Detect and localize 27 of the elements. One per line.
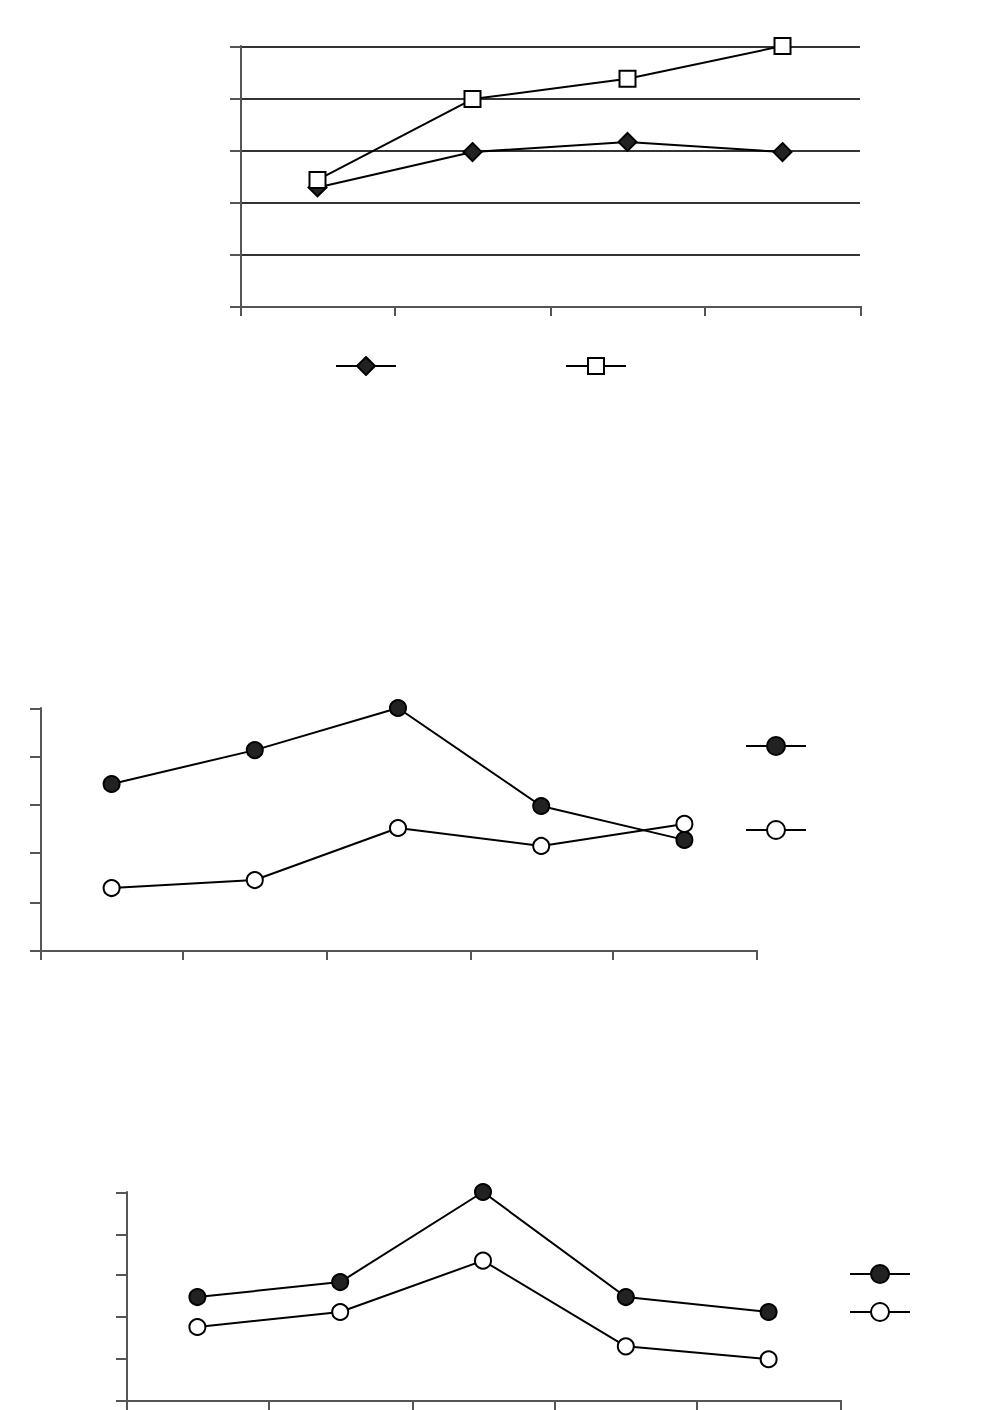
point	[331, 1303, 350, 1322]
point	[331, 1273, 350, 1292]
point	[773, 37, 792, 55]
point	[616, 1288, 635, 1307]
point	[188, 1318, 207, 1336]
point	[759, 1350, 778, 1369]
point	[759, 1303, 778, 1322]
point	[245, 741, 264, 760]
point	[675, 830, 694, 849]
point	[617, 131, 638, 152]
point	[532, 797, 551, 816]
point	[308, 170, 327, 189]
point	[532, 836, 551, 855]
point	[618, 69, 637, 88]
point	[389, 819, 407, 838]
point	[245, 871, 264, 890]
point	[616, 1337, 635, 1356]
point	[188, 1288, 207, 1307]
point	[463, 90, 482, 109]
point	[772, 142, 793, 163]
point	[389, 699, 407, 717]
point	[462, 142, 483, 163]
point	[474, 1183, 492, 1201]
point	[102, 774, 121, 793]
point	[675, 814, 694, 833]
point	[102, 879, 121, 898]
point	[474, 1251, 492, 1270]
